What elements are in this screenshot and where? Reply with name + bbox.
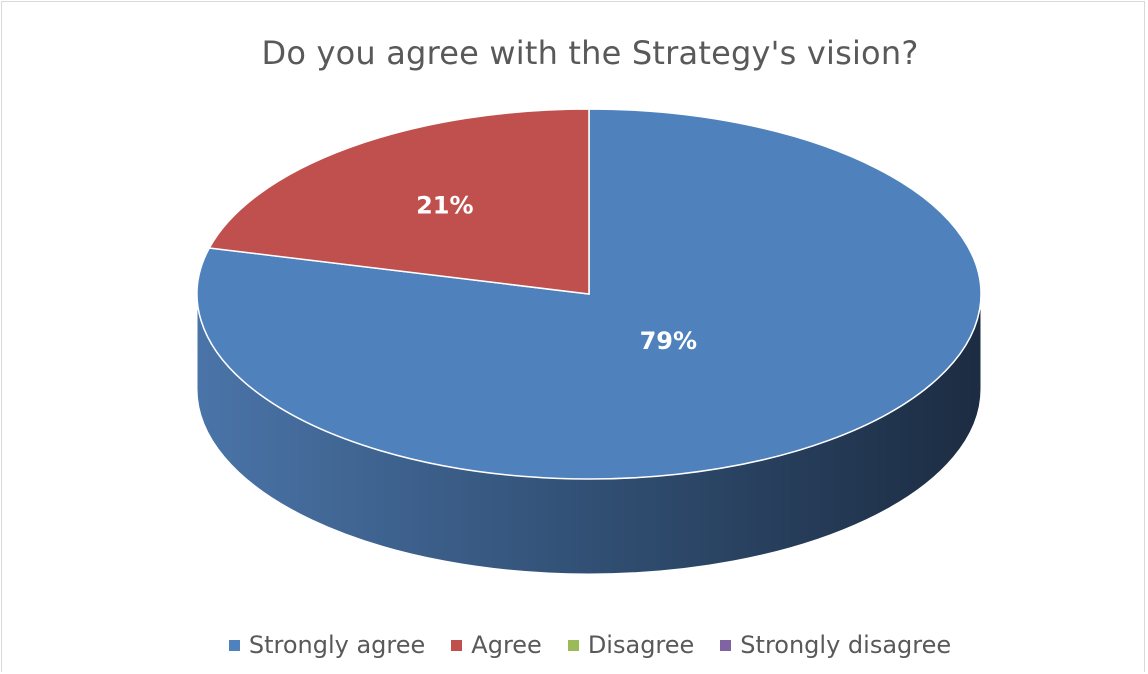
legend-item-strongly-agree: Strongly agree: [228, 631, 426, 659]
chart-title: Do you agree with the Strategy's vision?: [261, 34, 919, 72]
legend-swatch: [451, 639, 463, 651]
legend-swatch: [228, 639, 240, 651]
legend-label: Strongly agree: [248, 631, 426, 659]
legend-label: Strongly disagree: [740, 631, 952, 659]
pie-slice-strongly-agree: [196, 108, 982, 480]
legend-label: Agree: [471, 631, 542, 659]
pie-top-layer: [196, 108, 982, 480]
legend-label: Disagree: [587, 631, 695, 659]
pie-label-layer: 79% 21%: [416, 191, 697, 355]
legend-item-strongly-disagree: Strongly disagree: [720, 631, 951, 659]
legend-item-agree: Agree: [451, 631, 542, 659]
legend-swatch: [720, 639, 732, 651]
legend-swatch: [567, 639, 579, 651]
data-label-agree: 21%: [416, 191, 473, 219]
legend: Strongly agree Agree Disagree Strongly disa…: [2, 625, 1148, 665]
data-label-strongly-agree: 79%: [640, 327, 697, 355]
legend-item-disagree: Disagree: [567, 631, 695, 659]
pie-slice-agree: [208, 108, 590, 295]
